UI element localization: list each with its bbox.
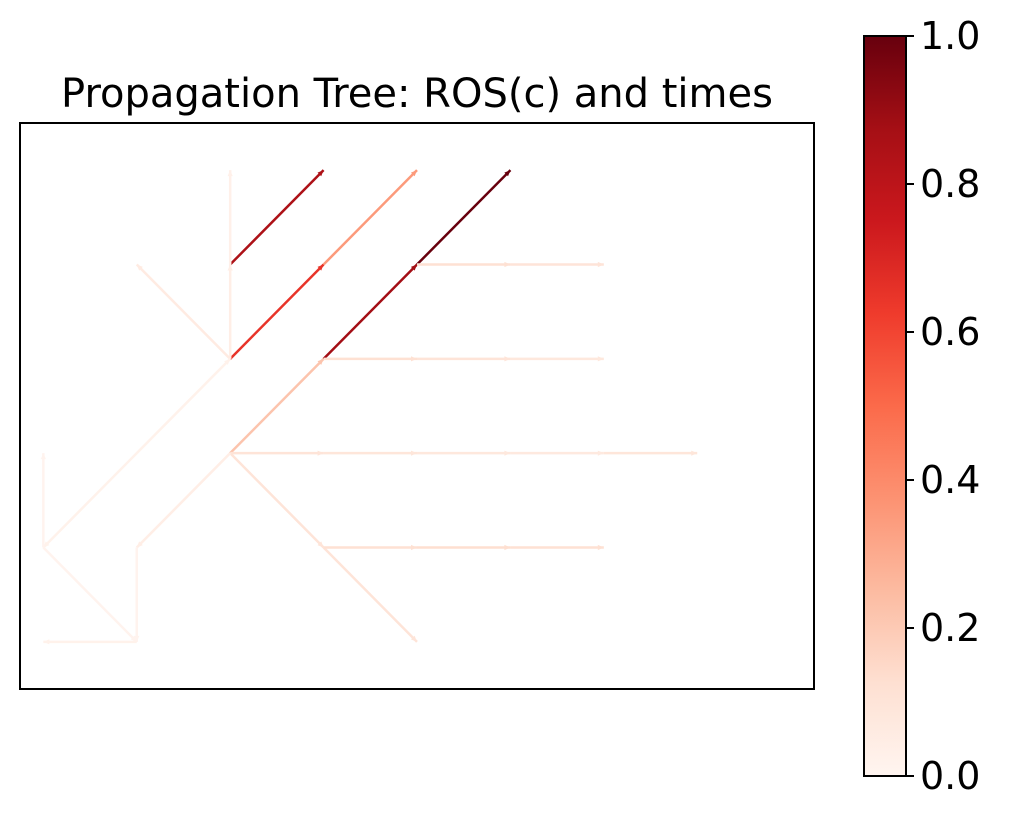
edge-arrowhead-8 (317, 264, 324, 271)
edge-1 (322, 263, 418, 360)
edge-0 (229, 357, 325, 455)
edge-arrowhead-27 (40, 453, 46, 460)
edge-20 (322, 546, 418, 643)
edge-26 (42, 452, 138, 549)
edge-arrowhead-25 (224, 358, 231, 365)
edge-arrowhead-4 (597, 261, 604, 268)
edge-arrowhead-1 (410, 264, 417, 271)
edge-arrowhead-16 (504, 450, 511, 456)
edge-arrowhead-28 (130, 635, 137, 642)
edge-25 (135, 357, 232, 455)
edge-arrowhead-18 (691, 450, 698, 456)
plot-frame (19, 122, 815, 690)
edge-arrowhead-5 (411, 356, 417, 362)
edge-arrowhead-17 (597, 450, 604, 456)
colorbar-tick-label-4: 0.8 (920, 162, 980, 206)
edge-arrowhead-13 (136, 264, 143, 271)
colorbar-tick-label-5: 1.0 (920, 14, 980, 58)
colorbar-tick-label-1: 0.2 (920, 606, 980, 650)
edge-arrowhead-6 (504, 356, 511, 362)
edge-arrowhead-30 (43, 639, 50, 645)
edge-arrowhead-26 (43, 541, 50, 548)
edge-2 (416, 169, 512, 266)
edge-13 (135, 263, 232, 360)
edge-arrowhead-24 (136, 541, 143, 548)
colorbar-tick-label-2: 0.4 (920, 458, 980, 502)
edge-arrowhead-19 (317, 541, 324, 548)
edge-arrowhead-11 (227, 264, 233, 271)
edge-9 (322, 169, 418, 266)
edge-arrowhead-2 (504, 170, 511, 177)
edge-arrowhead-3 (504, 261, 511, 268)
colorbar-tick-label-0: 0.0 (920, 754, 980, 798)
edge-28 (42, 546, 138, 643)
colorbar (863, 35, 907, 777)
edge-arrowhead-10 (317, 170, 324, 177)
edge-arrowhead-14 (317, 450, 324, 456)
edge-19 (229, 452, 325, 549)
edge-arrowhead-0 (317, 358, 324, 365)
edges-layer (40, 169, 698, 645)
edge-arrowhead-12 (227, 170, 233, 177)
edge-arrowhead-7 (597, 356, 604, 362)
edge-arrowhead-15 (411, 450, 417, 456)
chart-title: Propagation Tree: ROS(c) and times (61, 71, 773, 117)
edge-24 (135, 452, 232, 549)
edge-10 (229, 169, 325, 266)
edge-arrowhead-23 (597, 544, 604, 551)
edge-8 (229, 263, 325, 360)
edge-arrowhead-20 (410, 635, 417, 642)
colorbar-tick-label-3: 0.6 (920, 310, 980, 354)
edge-arrowhead-9 (410, 170, 417, 177)
edge-arrowhead-22 (504, 544, 511, 551)
colorbar-ticks: 0.0 0.2 0.4 0.6 0.8 1.0 (906, 14, 980, 798)
edge-arrowhead-21 (411, 544, 417, 551)
edge-arrowhead-29 (134, 635, 140, 642)
